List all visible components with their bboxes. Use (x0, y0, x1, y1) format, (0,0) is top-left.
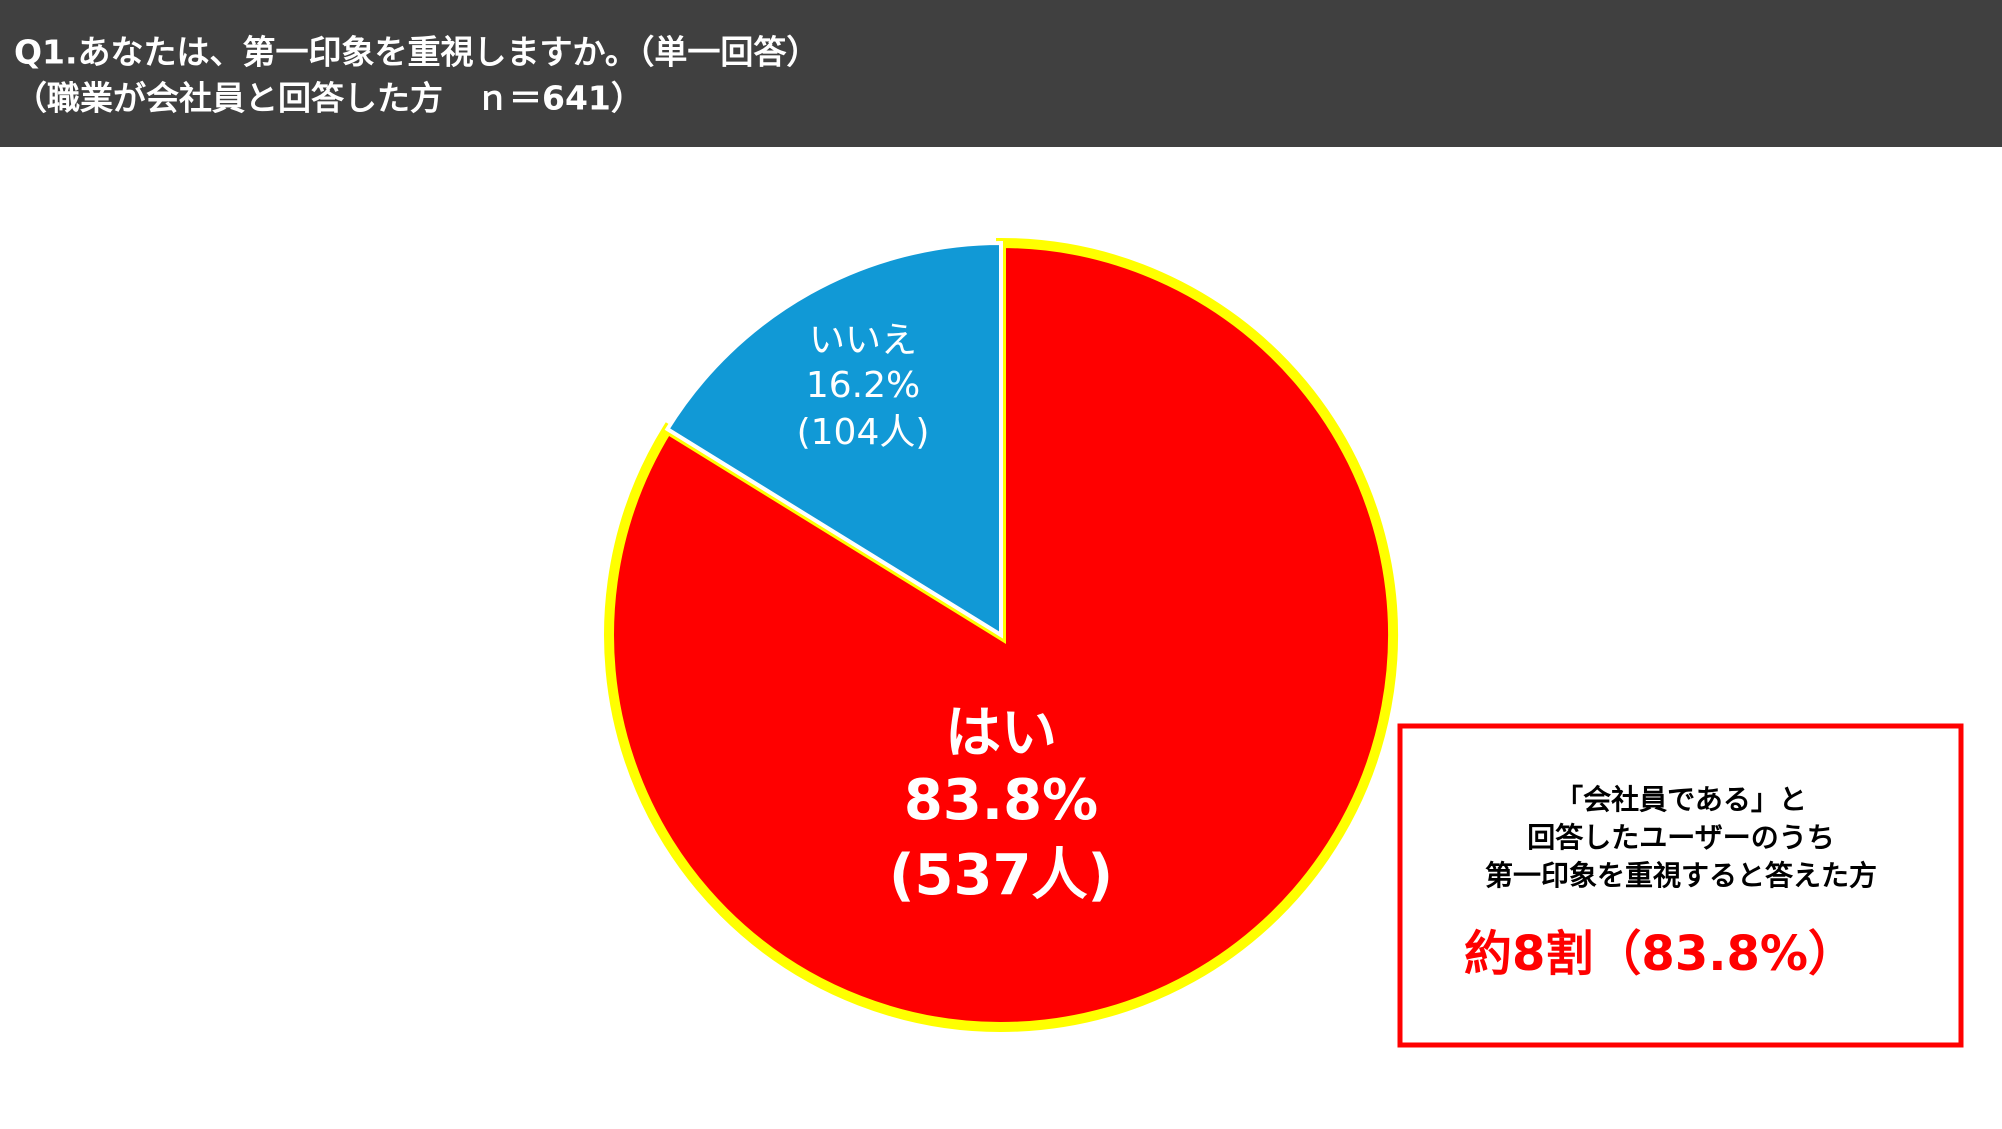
header-bar (0, 0, 2002, 147)
callout-line: 回答したユーザーのうち (1527, 821, 1834, 854)
slice-count-label: (537人) (889, 843, 1113, 908)
callout-box (1397, 723, 1964, 1048)
slice-count-label: (104人) (797, 412, 930, 453)
callout-highlight: 約8割（83.8%） (1464, 926, 1856, 982)
slice-category: はい (945, 701, 1057, 766)
callout-line: 第一印象を重視すると答えた方 (1485, 859, 1877, 892)
slice-value-label: 16.2% (806, 365, 920, 406)
chart-title: Q1.あなたは、第一印象を重視しますか。（単一回答） (14, 33, 819, 72)
slice-category: いいえ (809, 320, 917, 361)
slice-value-label: 83.8% (904, 768, 1098, 833)
chart-subtitle: （職業が会社員と回答した方 ｎ＝641） (14, 79, 644, 118)
pie-slice (664, 240, 1003, 639)
callout-line: 「会社員である」と (1555, 783, 1807, 816)
